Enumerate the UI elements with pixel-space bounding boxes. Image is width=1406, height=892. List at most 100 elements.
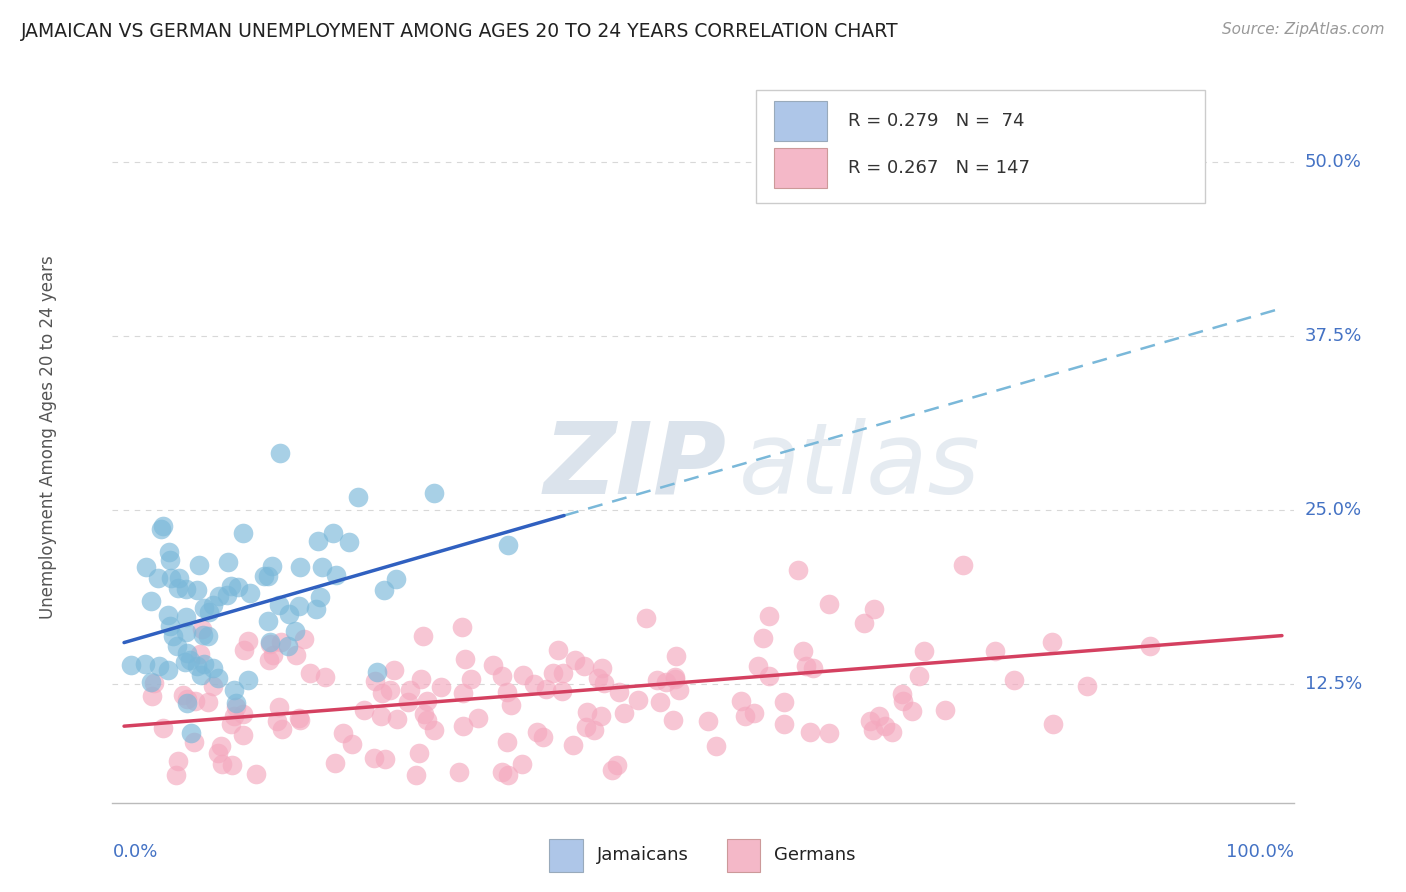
Bar: [773, 148, 827, 188]
Point: [413, 707, 436, 722]
Point: [269, 445, 291, 459]
Point: [193, 628, 215, 642]
Point: [323, 756, 346, 770]
Point: [374, 752, 396, 766]
Text: R = 0.279   N =  74: R = 0.279 N = 74: [848, 112, 1025, 129]
Point: [453, 719, 475, 733]
Point: [146, 571, 169, 585]
Point: [166, 639, 188, 653]
Point: [309, 590, 332, 604]
Point: [288, 713, 311, 727]
Point: [266, 714, 288, 729]
Point: [270, 722, 292, 736]
Point: [139, 594, 162, 608]
Point: [664, 672, 686, 686]
Point: [758, 669, 780, 683]
Point: [257, 568, 280, 582]
Point: [890, 687, 912, 701]
Point: [290, 559, 312, 574]
Point: [817, 726, 839, 740]
Point: [451, 620, 474, 634]
Point: [665, 649, 688, 664]
Point: [267, 598, 290, 612]
Point: [385, 713, 408, 727]
Point: [337, 534, 360, 549]
Point: [207, 671, 229, 685]
Point: [664, 670, 686, 684]
Point: [612, 706, 634, 720]
Point: [134, 657, 156, 672]
Point: [186, 659, 208, 673]
Point: [156, 663, 179, 677]
Point: [862, 602, 884, 616]
Point: [747, 659, 769, 673]
Point: [901, 704, 924, 718]
Text: 37.5%: 37.5%: [1305, 327, 1362, 345]
Point: [742, 706, 765, 721]
Point: [423, 723, 446, 738]
Text: 12.5%: 12.5%: [1305, 675, 1362, 693]
Point: [172, 688, 194, 702]
Point: [399, 682, 422, 697]
Text: ZIP: ZIP: [544, 417, 727, 515]
Point: [157, 545, 180, 559]
Point: [193, 657, 215, 671]
Point: [408, 747, 430, 761]
Point: [551, 683, 574, 698]
Point: [176, 697, 198, 711]
Point: [1076, 680, 1098, 694]
Point: [159, 619, 181, 633]
Point: [257, 652, 280, 666]
Point: [222, 708, 245, 723]
Text: 100.0%: 100.0%: [1226, 843, 1294, 861]
Point: [364, 674, 387, 689]
Point: [267, 700, 290, 714]
Point: [193, 600, 215, 615]
Point: [197, 695, 219, 709]
Point: [278, 607, 301, 621]
Point: [232, 707, 254, 722]
Point: [183, 694, 205, 708]
Point: [1139, 639, 1161, 653]
Point: [523, 676, 546, 690]
Point: [591, 661, 613, 675]
Point: [772, 717, 794, 731]
Point: [167, 755, 190, 769]
Point: [1002, 673, 1025, 688]
Point: [564, 653, 586, 667]
Point: [176, 646, 198, 660]
Point: [551, 665, 574, 680]
Text: 50.0%: 50.0%: [1305, 153, 1361, 171]
Point: [236, 673, 259, 687]
Point: [222, 683, 245, 698]
Point: [202, 660, 225, 674]
Point: [648, 695, 671, 709]
Point: [174, 624, 197, 639]
Point: [591, 709, 613, 723]
Point: [245, 767, 267, 781]
Point: [284, 624, 307, 639]
Point: [668, 682, 690, 697]
Point: [143, 676, 166, 690]
Point: [152, 519, 174, 533]
Point: [221, 758, 243, 772]
Point: [256, 614, 278, 628]
Point: [586, 671, 609, 685]
Point: [799, 725, 821, 739]
Text: 25.0%: 25.0%: [1305, 501, 1362, 519]
Point: [211, 757, 233, 772]
Point: [259, 634, 281, 648]
Point: [120, 658, 142, 673]
Point: [451, 686, 474, 700]
Point: [460, 672, 482, 686]
Point: [730, 693, 752, 707]
Point: [363, 751, 385, 765]
Point: [370, 708, 392, 723]
Point: [430, 680, 453, 694]
Point: [253, 568, 276, 582]
Point: [510, 756, 533, 771]
Point: [416, 693, 439, 707]
Point: [347, 491, 370, 505]
Point: [342, 738, 364, 752]
Point: [873, 718, 896, 732]
